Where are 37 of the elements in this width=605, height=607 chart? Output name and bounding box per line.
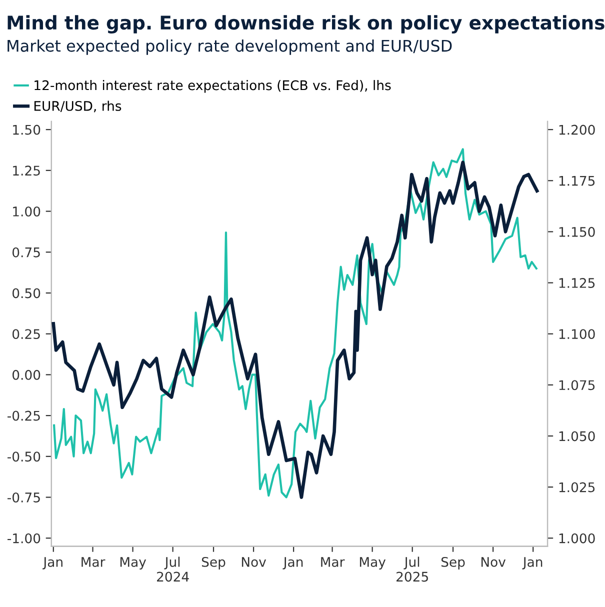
- legend-label: EUR/USD, rhs: [34, 100, 122, 112]
- x-tick-label: Jul 2024: [157, 556, 189, 582]
- x-tick-label: Mar: [321, 557, 345, 567]
- y-tick-label: 1.00: [13, 206, 40, 216]
- y2-tick-label: 1.200: [559, 124, 595, 135]
- x-tick-label: Jan: [282, 557, 303, 570]
- y2-tick-label: 1.150: [559, 226, 595, 237]
- y-tick-label: 1.25: [13, 166, 40, 176]
- y2-tick-label: 1.125: [559, 278, 595, 288]
- x-tick-label: May: [360, 557, 386, 570]
- y-tick-label: 1.50: [13, 124, 40, 135]
- y2-tick-label: 1.100: [559, 329, 595, 340]
- y-tick-label: -0.75: [8, 492, 40, 502]
- x-tick-label: Nov: [481, 557, 506, 567]
- x-tick-label: Sep: [202, 556, 226, 570]
- x-tick-label: May: [120, 557, 146, 570]
- x-tick-label: Jul 2025: [396, 556, 428, 582]
- y2-tick-label: 1.000: [559, 533, 595, 544]
- chart-title: Mind the gap. Euro downside risk on policy expectations: [8, 15, 604, 34]
- legend-label: 12-month interest rate expectations (ECB vs. Fed), lhs: [34, 80, 391, 93]
- y-tick-label: -0.50: [8, 452, 40, 462]
- y-tick-label: 0.25: [12, 329, 40, 340]
- y2-tick-label: 1.050: [559, 431, 595, 442]
- x-tick-label: Sep: [441, 556, 465, 570]
- y2-tick-label: 1.025: [559, 482, 595, 492]
- y-tick-label: 0.75: [12, 247, 40, 258]
- chart-subtitle: Market expected policy rate development and EUR/USD: [8, 39, 452, 55]
- y2-tick-label: 1.175: [559, 176, 595, 186]
- x-tick-label: Nov: [242, 557, 266, 567]
- y2-tick-label: 1.075: [559, 380, 595, 390]
- x-tick-label: Jan: [42, 557, 62, 570]
- y-tick-label: 0.00: [12, 370, 40, 380]
- x-tick-label: Jan: [522, 557, 542, 570]
- y-tick-label: 0.50: [12, 288, 40, 298]
- y-tick-label: -1.00: [8, 533, 40, 544]
- y-tick-label: -0.25: [8, 410, 40, 421]
- x-tick-label: Mar: [82, 557, 106, 567]
